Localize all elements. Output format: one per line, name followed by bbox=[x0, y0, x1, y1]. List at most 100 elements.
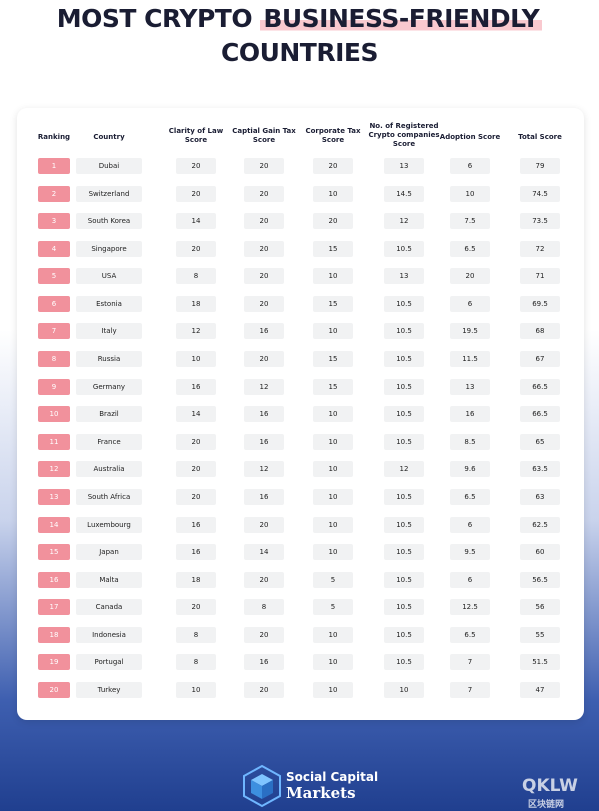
score-cell: 62.5 bbox=[520, 516, 560, 533]
score-cell: 20 bbox=[244, 268, 284, 285]
country-cell: Indonesia bbox=[76, 626, 142, 643]
watermark: QKLW bbox=[522, 776, 578, 796]
score-cell: 6.5 bbox=[450, 626, 490, 643]
score-cell: 10 bbox=[313, 626, 353, 643]
column-header: No. of Registered Crypto companies Score bbox=[368, 122, 440, 148]
score-cell: 20 bbox=[244, 682, 284, 699]
score-cell: 72 bbox=[520, 240, 560, 257]
country-cell: Singapore bbox=[76, 240, 142, 257]
score-cell: 10 bbox=[313, 488, 353, 505]
score-cell: 20 bbox=[244, 185, 284, 202]
rank-cell: 2 bbox=[38, 185, 70, 202]
score-cell: 10 bbox=[313, 406, 353, 423]
country-cell: France bbox=[76, 433, 142, 450]
score-cell: 20 bbox=[313, 213, 353, 230]
score-cell: 10.5 bbox=[384, 406, 424, 423]
score-cell: 10.5 bbox=[384, 626, 424, 643]
country-cell: Estonia bbox=[76, 295, 142, 312]
rank-cell: 11 bbox=[38, 433, 70, 450]
rank-cell: 9 bbox=[38, 378, 70, 395]
score-cell: 20 bbox=[244, 626, 284, 643]
score-cell: 47 bbox=[520, 682, 560, 699]
score-cell: 51.5 bbox=[520, 654, 560, 671]
score-cell: 12 bbox=[384, 461, 424, 478]
score-cell: 20 bbox=[176, 488, 216, 505]
score-cell: 56 bbox=[520, 599, 560, 616]
column-header: Adoption Score bbox=[439, 133, 501, 141]
rank-cell: 14 bbox=[38, 516, 70, 533]
watermark: 区块链网 bbox=[528, 800, 565, 810]
score-cell: 10 bbox=[313, 516, 353, 533]
score-cell: 20 bbox=[176, 433, 216, 450]
score-cell: 10.5 bbox=[384, 544, 424, 561]
rank-cell: 8 bbox=[38, 351, 70, 368]
country-cell: Portugal bbox=[76, 654, 142, 671]
rank-cell: 12 bbox=[38, 461, 70, 478]
title-part: MOST CRYPTO bbox=[56, 4, 253, 33]
score-cell: 6 bbox=[450, 158, 490, 174]
score-cell: 20 bbox=[176, 185, 216, 202]
score-cell: 16 bbox=[244, 406, 284, 423]
score-cell: 15 bbox=[313, 351, 353, 368]
score-cell: 20 bbox=[244, 516, 284, 533]
score-cell: 15 bbox=[313, 240, 353, 257]
score-cell: 14 bbox=[244, 544, 284, 561]
logo-icon bbox=[243, 764, 281, 808]
score-cell: 10 bbox=[313, 268, 353, 285]
score-cell: 10.5 bbox=[384, 599, 424, 616]
score-cell: 10 bbox=[313, 323, 353, 340]
country-cell: South Africa bbox=[76, 488, 142, 505]
score-cell: 12 bbox=[244, 378, 284, 395]
score-cell: 63 bbox=[520, 488, 560, 505]
score-cell: 14.5 bbox=[384, 185, 424, 202]
score-cell: 73.5 bbox=[520, 213, 560, 230]
country-cell: Switzerland bbox=[76, 185, 142, 202]
score-cell: 20 bbox=[244, 351, 284, 368]
score-cell: 74.5 bbox=[520, 185, 560, 202]
title-highlight: BUSINESS-FRIENDLY bbox=[260, 4, 543, 33]
rank-cell: 20 bbox=[38, 682, 70, 699]
score-cell: 56.5 bbox=[520, 571, 560, 588]
rank-cell: 6 bbox=[38, 295, 70, 312]
score-cell: 16 bbox=[176, 544, 216, 561]
score-cell: 14 bbox=[176, 213, 216, 230]
score-cell: 10 bbox=[313, 654, 353, 671]
brand-line: Markets bbox=[286, 784, 356, 802]
country-cell: USA bbox=[76, 268, 142, 285]
score-cell: 20 bbox=[176, 240, 216, 257]
column-header: Corporate Tax Score bbox=[305, 127, 361, 144]
score-cell: 10.5 bbox=[384, 295, 424, 312]
score-cell: 20 bbox=[176, 461, 216, 478]
score-cell: 11.5 bbox=[450, 351, 490, 368]
score-cell: 67 bbox=[520, 351, 560, 368]
score-cell: 60 bbox=[520, 544, 560, 561]
score-cell: 10 bbox=[313, 544, 353, 561]
column-header: Ranking bbox=[37, 133, 71, 141]
score-cell: 10 bbox=[176, 351, 216, 368]
score-cell: 16 bbox=[176, 378, 216, 395]
score-cell: 6 bbox=[450, 571, 490, 588]
score-cell: 10 bbox=[313, 185, 353, 202]
title-line: MOST CRYPTO BUSINESS-FRIENDLY bbox=[0, 4, 599, 33]
score-cell: 10 bbox=[176, 682, 216, 699]
score-cell: 5 bbox=[313, 571, 353, 588]
score-cell: 16 bbox=[244, 323, 284, 340]
country-cell: Germany bbox=[76, 378, 142, 395]
score-cell: 7 bbox=[450, 654, 490, 671]
score-cell: 8.5 bbox=[450, 433, 490, 450]
country-cell: Australia bbox=[76, 461, 142, 478]
rank-cell: 15 bbox=[38, 544, 70, 561]
score-cell: 16 bbox=[176, 516, 216, 533]
score-cell: 65 bbox=[520, 433, 560, 450]
score-cell: 10.5 bbox=[384, 378, 424, 395]
score-cell: 6.5 bbox=[450, 488, 490, 505]
country-cell: Canada bbox=[76, 599, 142, 616]
score-cell: 10 bbox=[384, 682, 424, 699]
score-cell: 7.5 bbox=[450, 213, 490, 230]
score-cell: 20 bbox=[244, 213, 284, 230]
score-cell: 12.5 bbox=[450, 599, 490, 616]
rank-cell: 17 bbox=[38, 599, 70, 616]
score-cell: 8 bbox=[176, 268, 216, 285]
country-cell: Dubai bbox=[76, 158, 142, 174]
